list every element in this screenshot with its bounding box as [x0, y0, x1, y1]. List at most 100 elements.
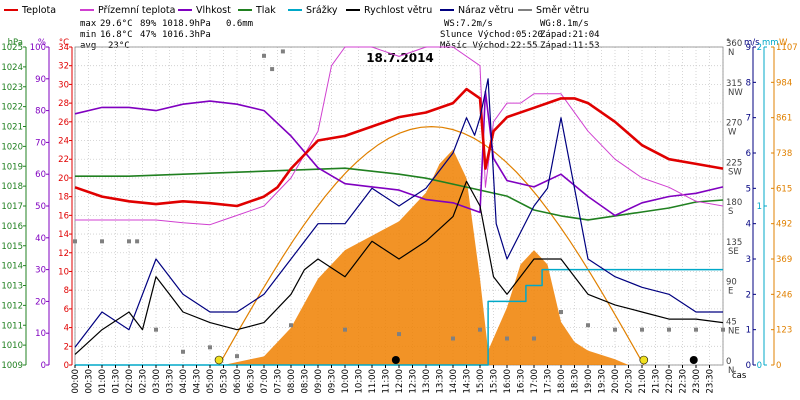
axis-humidity-tick-label: 10 — [35, 329, 46, 339]
axis-humidity-tick-label: 100 — [30, 43, 46, 53]
axis-x-tick-label: 19:30 — [598, 369, 608, 394]
axis-x-tick-label: 02:00 — [125, 369, 135, 394]
axis-x-tick-label: 00:30 — [85, 369, 95, 394]
stat-sun-set: Západ:21:04 — [540, 30, 600, 40]
axis-w-tick-label: 861 — [776, 114, 792, 124]
axis-x-tick-label: 15:00 — [476, 369, 486, 394]
axis-w-tick-label: 0 — [776, 361, 781, 371]
stat-wind-speed: WS:7.2m/s — [444, 19, 493, 29]
axis-direction-title: ° — [726, 38, 730, 48]
axis-x-tick-label: 13:00 — [422, 369, 432, 394]
axis-x-tick-label: 14:30 — [463, 369, 473, 394]
axis-x-tick-label: 02:30 — [139, 369, 149, 394]
axis-x-tick-label: 14:00 — [449, 369, 459, 394]
axis-temperature-tick-label: 32 — [58, 62, 69, 72]
legend-label: Vlhkost — [196, 5, 231, 16]
axis-direction-deg: 360 — [726, 39, 742, 49]
axis-x-tick-label: 04:00 — [179, 369, 189, 394]
axis-w-tick-label: 1107 — [776, 43, 798, 53]
wind-direction-point — [289, 323, 293, 328]
axis-hpa-title: hPa — [8, 38, 23, 48]
axis-ms-tick-label: 2 — [746, 290, 751, 300]
series-ground-temp — [75, 46, 724, 226]
axis-x-tick-label: 10:00 — [341, 369, 351, 394]
axis-ms-tick-label: 3 — [746, 255, 751, 265]
axis-temperature-tick-label: 0 — [64, 361, 69, 371]
axis-w-tick-label: 246 — [776, 290, 792, 300]
wind-direction-point — [559, 310, 563, 314]
axis-x-tick-label: 13:30 — [436, 369, 446, 394]
axis-x-tick-label: 07:00 — [260, 369, 270, 394]
axis-humidity-tick-label: 80 — [35, 107, 46, 117]
legend-label: Náraz větru — [458, 5, 514, 16]
wind-direction-point — [127, 239, 131, 244]
axis-x-tick-label: 18:00 — [557, 369, 567, 394]
chart-title: 18.7.2014 — [366, 51, 434, 65]
wind-direction-point — [721, 327, 725, 332]
wind-direction-point — [208, 345, 212, 350]
axis-temperature-tick-label: 18 — [58, 193, 69, 203]
axis-hpa-tick-label: 1012 — [1, 301, 23, 311]
wind-direction-point — [478, 327, 482, 332]
axis-mm-tick-label: 0 — [757, 361, 762, 371]
axis-temperature-title: °C — [59, 38, 69, 48]
wind-direction-point — [343, 327, 347, 332]
axis-humidity-tick-label: 20 — [35, 297, 46, 307]
wind-direction-point — [280, 49, 285, 54]
stat-sun-rise: Slunce Východ:05:20 — [440, 30, 543, 40]
axis-x-tick-label: 15:30 — [490, 369, 500, 394]
axis-direction-deg: 180 — [726, 198, 742, 208]
wind-direction-point — [154, 327, 158, 332]
moonrise-marker — [689, 356, 698, 364]
axis-temperature-tick-label: 2 — [64, 342, 69, 352]
axis-temperature-tick-label: 22 — [58, 155, 69, 165]
axis-humidity-tick-label: 70 — [35, 138, 46, 148]
stat-moon-rise: Měsíc Východ:22:55 — [440, 41, 538, 51]
stat-min-press: 1016.3hPa — [162, 30, 211, 40]
axis-direction-label: S — [728, 207, 733, 217]
axis-x-tick-label: 07:30 — [274, 369, 284, 394]
axis-ms-tick-label: 9 — [746, 43, 751, 53]
axis-hpa-tick-label: 1021 — [1, 123, 23, 133]
wind-direction-point — [451, 336, 455, 341]
axis-x-tick-label: 16:00 — [503, 369, 513, 394]
axis-x-tick-label: 08:30 — [301, 369, 311, 394]
axis-direction-label: E — [728, 287, 733, 297]
axis-ms-title: m/s — [744, 38, 760, 48]
wind-direction-point — [235, 354, 239, 359]
axis-direction-label: N — [728, 48, 734, 58]
axis-x-tick-label: 21:30 — [652, 369, 662, 394]
axis-direction-label: SE — [728, 247, 739, 257]
axis-x-tick-label: 04:30 — [193, 369, 203, 394]
axis-hpa-tick-label: 1015 — [1, 242, 23, 252]
moonset-marker — [391, 356, 400, 364]
axis-hpa-tick-label: 1009 — [1, 361, 23, 371]
axis-x-tick-label: 06:00 — [233, 369, 243, 394]
stat-avg-temp: 23°C — [108, 41, 130, 51]
axis-x-tick-label: 09:30 — [328, 369, 338, 394]
axis-x-tick-label: 11:30 — [382, 369, 392, 394]
axis-direction-label: NE — [728, 326, 740, 336]
axis-temperature-tick-label: 12 — [58, 249, 69, 259]
axis-hpa-tick-label: 1024 — [1, 63, 23, 73]
axis-hpa-tick-label: 1010 — [1, 341, 23, 351]
series-wind-speed — [74, 180, 724, 355]
axis-x-tick-label: 18:30 — [571, 369, 581, 394]
axis-temperature-tick-label: 14 — [58, 230, 69, 240]
axis-hpa-tick-label: 1016 — [1, 222, 23, 232]
stat-min-label: min — [80, 30, 96, 40]
axis-humidity-title: % — [38, 38, 46, 48]
axis-w-title: W — [779, 38, 788, 48]
axis-hpa-tick-label: 1022 — [1, 103, 23, 113]
axis-x-tick-label: 23:00 — [692, 369, 702, 394]
axis-hpa-tick-label: 1018 — [1, 182, 23, 192]
axis-ms-tick-label: 4 — [746, 220, 751, 230]
axis-direction-label: N — [728, 366, 734, 376]
wind-direction-point — [667, 327, 671, 332]
axis-x-tick-label: 17:00 — [530, 369, 540, 394]
axis-temperature-tick-label: 26 — [58, 118, 69, 128]
axis-x-tick-label: 21:00 — [638, 369, 648, 394]
axis-humidity-tick-label: 50 — [35, 202, 46, 212]
